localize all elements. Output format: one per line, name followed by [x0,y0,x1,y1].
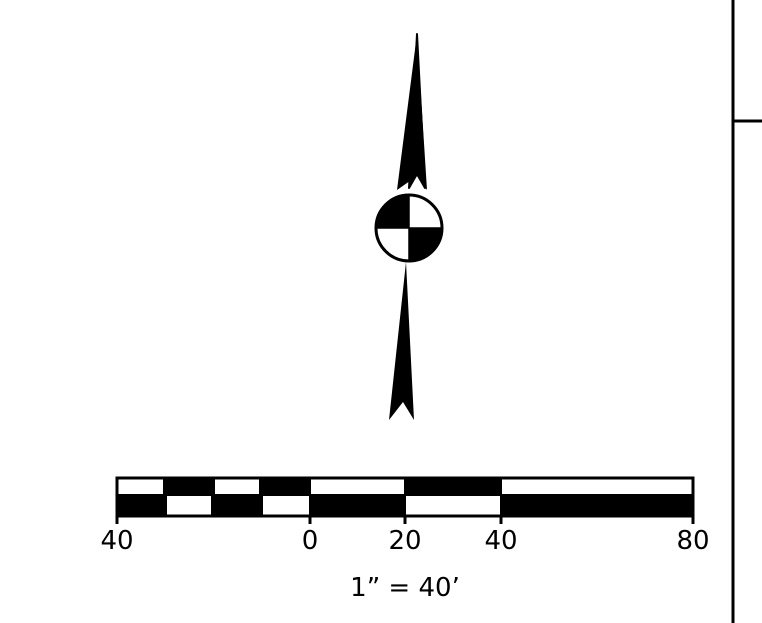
scale-tick-label: 0 [302,526,319,556]
scale-tick-label: 40 [484,526,517,556]
north-arrow-icon [374,33,444,420]
scale-tick-label: 80 [676,526,709,556]
scale-tick-label: 20 [388,526,421,556]
scale-ratio-label: 1” = 40’ [350,573,460,603]
scale-tick-label: 40 [100,526,133,556]
title-block-border [731,0,762,623]
scale-bar [115,476,695,524]
